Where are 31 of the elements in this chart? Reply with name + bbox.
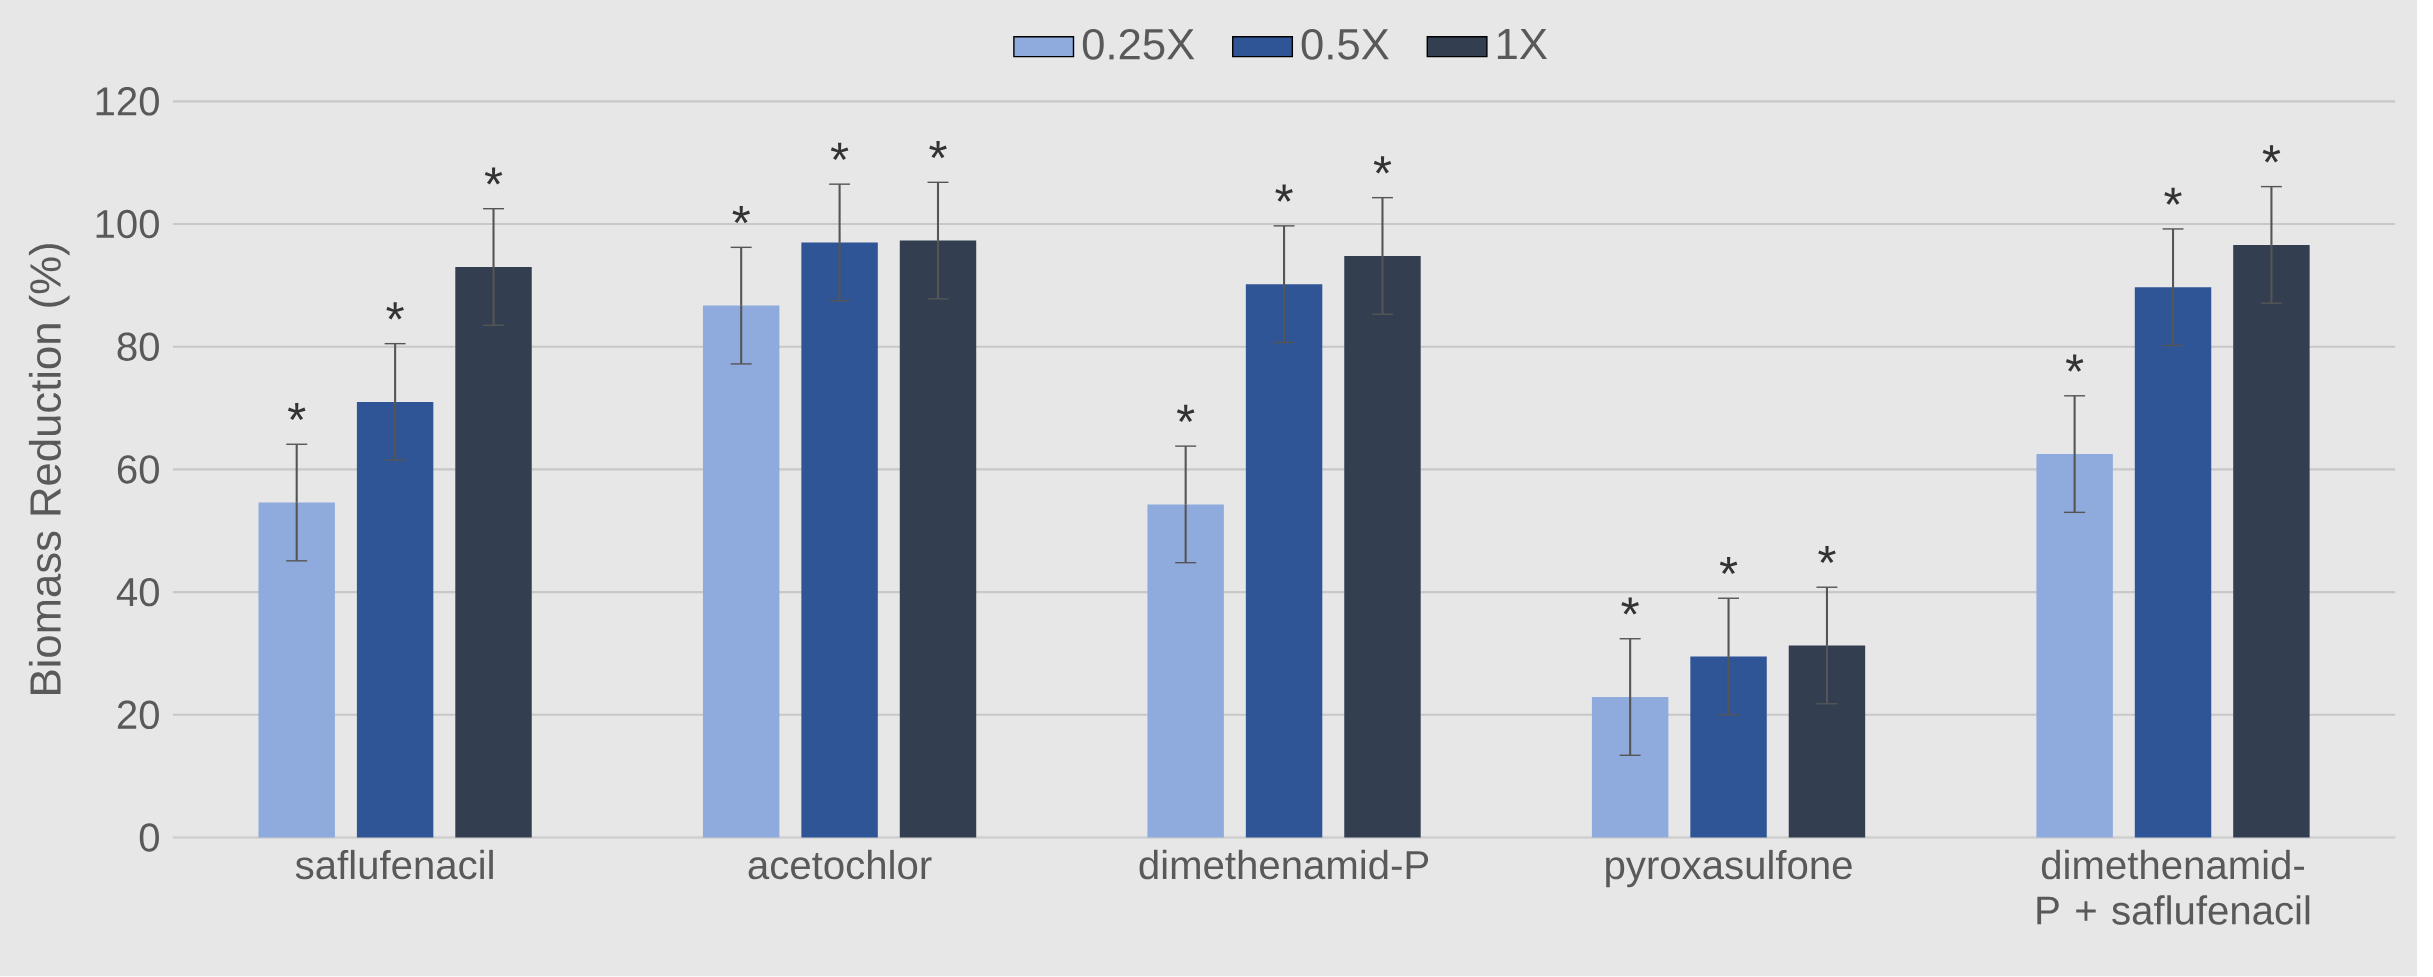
y-tick-label: 40 [116,578,159,607]
x-tick-label: dimethenamid-P + saflufenacil [2037,850,2310,925]
data-label: * [1176,405,1195,423]
data-label: * [2065,354,2084,372]
legend-label: 1X [1497,29,1548,60]
data-label: * [1818,546,1836,564]
x-tick-label: dimethenamid-P [1139,850,1429,880]
data-label: * [830,143,849,161]
legend-label: 0.25X [1082,29,1195,60]
y-tick-label: 0 [139,823,159,852]
data-label: * [1373,156,1392,174]
x-tick-label: pyroxasulfone [1606,850,1852,888]
data-label: * [2164,187,2182,205]
y-tick-label: 100 [96,210,159,239]
y-tick-label: 120 [96,87,159,116]
data-label: * [2262,145,2281,163]
legend-label: 0.5X [1301,29,1389,60]
data-label: * [287,403,306,421]
data-label: * [1719,557,1738,575]
x-tick-label: acetochlor [748,850,932,880]
data-label: * [484,167,503,185]
data-label: * [386,302,404,320]
y-tick-label: 20 [117,700,159,730]
y-tick-label: 80 [117,332,159,362]
data-label: * [732,206,750,224]
x-tick-label: saflufenacil [295,850,493,880]
data-label: * [1275,184,1293,202]
data-label: * [929,141,947,159]
y-tick-label: 60 [117,455,159,484]
data-label: * [1621,597,1639,615]
y-axis-title: Biomass Reduction (%) [28,244,70,695]
